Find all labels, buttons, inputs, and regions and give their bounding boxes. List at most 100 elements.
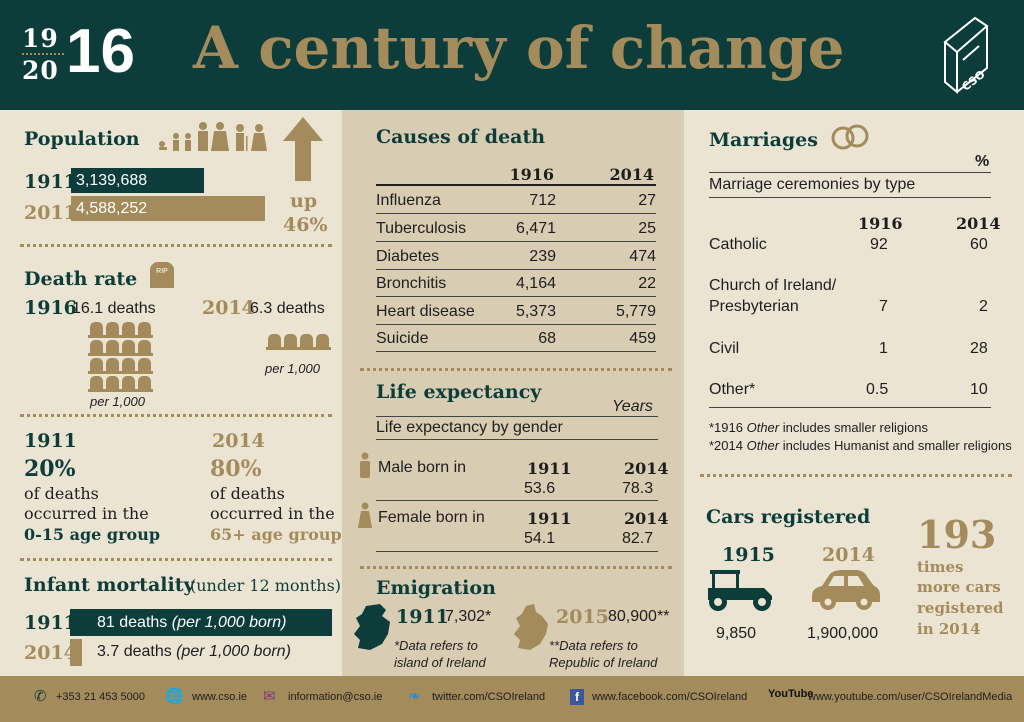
note-other: Other bbox=[746, 420, 780, 435]
age-pct-1911: 20% bbox=[24, 456, 76, 482]
footer-email-link[interactable]: information@cso.ie bbox=[288, 691, 383, 703]
cars-year-2014: 2014 bbox=[822, 544, 875, 566]
footer-facebook-link[interactable]: www.facebook.com/CSOIreland bbox=[592, 691, 748, 703]
cars-heading: Cars registered bbox=[706, 506, 871, 528]
globe-icon: 🌐 bbox=[165, 688, 184, 705]
death-rate-heading: Death rate bbox=[24, 268, 138, 290]
causes-heading: Causes of death bbox=[376, 126, 546, 148]
infant-subtitle: (under 12 months) bbox=[190, 576, 342, 595]
age-year-2014: 2014 bbox=[212, 430, 265, 452]
marriages-heading: Marriages bbox=[709, 129, 818, 151]
footer-website-link[interactable]: www.cso.ie bbox=[192, 691, 248, 703]
rings-icon bbox=[830, 120, 870, 157]
marriage-1916: 1 bbox=[879, 340, 888, 357]
table-row: Bronchitis 4,164 22 bbox=[376, 270, 656, 297]
footer-phone[interactable]: +353 21 453 5000 bbox=[56, 691, 146, 703]
emig-note-2a: **Data refers to bbox=[549, 638, 638, 653]
year-divider bbox=[22, 53, 64, 55]
cso-logo: CSO bbox=[935, 12, 995, 100]
cause-name: Heart disease bbox=[376, 303, 475, 320]
death-year-2014: 2014 bbox=[202, 297, 255, 319]
life-male-year-b: 2014 bbox=[624, 459, 669, 478]
marriage-1916: 7 bbox=[879, 298, 888, 315]
cause-1916: 6,471 bbox=[515, 220, 556, 237]
marriage-2014: 10 bbox=[970, 381, 988, 398]
footer-youtube-link[interactable]: www.youtube.com/user/CSOIrelandMedia bbox=[808, 691, 1013, 703]
infant-bar-2014 bbox=[70, 639, 82, 666]
cars-text-1: times bbox=[917, 558, 964, 576]
marriage-type: Church of Ireland/ bbox=[709, 277, 837, 294]
life-subtitle: Life expectancy by gender bbox=[376, 416, 658, 440]
section-divider bbox=[20, 244, 332, 247]
tombstones-2014 bbox=[266, 334, 342, 352]
pop-year-2011: 2011 bbox=[24, 202, 77, 224]
cause-2014: 27 bbox=[638, 192, 656, 209]
cause-1916: 4,164 bbox=[515, 275, 556, 292]
tombstones-1916 bbox=[88, 322, 164, 394]
infant-unit-1911: (per 1,000 born) bbox=[171, 614, 287, 631]
emig-note-1b: island of Ireland bbox=[394, 655, 486, 670]
emig-note-2b: Republic of Ireland bbox=[549, 655, 658, 670]
header-banner: 19 20 16 A century of change CSO bbox=[0, 0, 1024, 110]
life-unit: Years bbox=[612, 398, 653, 415]
age-group-1911: 0-15 age group bbox=[24, 525, 161, 544]
cause-2014: 5,779 bbox=[615, 303, 656, 320]
infant-year-1911: 1911 bbox=[24, 612, 77, 634]
pop-value-1911: 3,139,688 bbox=[76, 172, 148, 189]
pop-bar-2011 bbox=[71, 196, 265, 221]
cause-1916: 5,373 bbox=[515, 303, 556, 320]
cause-2014: 474 bbox=[629, 248, 656, 265]
marriage-type: Civil bbox=[709, 340, 740, 357]
pop-change-word: up bbox=[290, 190, 318, 212]
section-divider bbox=[700, 474, 1012, 477]
cause-1916: 239 bbox=[529, 248, 556, 265]
note-other: Other bbox=[746, 438, 780, 453]
cars-text-3: registered bbox=[917, 599, 1004, 617]
note-text: includes smaller religions bbox=[779, 420, 928, 435]
marriages-unit: % bbox=[975, 153, 990, 170]
cause-name: Bronchitis bbox=[376, 275, 447, 292]
cars-year-1915: 1915 bbox=[722, 544, 775, 566]
age-line2-2014: occurred in the bbox=[210, 504, 335, 523]
cause-2014: 25 bbox=[638, 220, 656, 237]
marriages-subtitle: Marriage ceremonies by type bbox=[709, 172, 991, 198]
emig-value-2015: 80,900** bbox=[608, 608, 670, 625]
emig-year-2015: 2015 bbox=[556, 606, 609, 628]
ireland-island-map-icon bbox=[352, 604, 392, 657]
section-divider bbox=[20, 558, 332, 561]
up-arrow-icon bbox=[283, 117, 323, 186]
youtube-icon: YouTube bbox=[768, 688, 813, 700]
infant-bar-1911 bbox=[70, 609, 332, 636]
cause-2014: 459 bbox=[629, 330, 656, 347]
age-line1-1911: of deaths bbox=[24, 484, 99, 503]
emig-note-1a: *Data refers to bbox=[394, 638, 478, 653]
table-row: Heart disease 5,373 5,779 bbox=[376, 298, 656, 325]
life-male-year-a: 1911 bbox=[527, 459, 572, 478]
age-group-2014: 65+ age group bbox=[210, 525, 342, 544]
marriage-type: Other* bbox=[709, 381, 756, 398]
marriage-type-line2: Presbyterian bbox=[709, 298, 799, 315]
infant-value-1911: 81 deaths bbox=[97, 614, 172, 631]
population-heading: Population bbox=[24, 128, 140, 150]
section-divider bbox=[20, 414, 332, 417]
modern-car-icon bbox=[810, 568, 882, 617]
infant-text-1911: 81 deaths (per 1,000 born) bbox=[97, 614, 286, 632]
female-icon bbox=[358, 502, 372, 533]
age-line1-2014: of deaths bbox=[210, 484, 285, 503]
life-female-year-b: 2014 bbox=[624, 509, 669, 528]
life-female-label: Female born in bbox=[378, 509, 485, 526]
infant-unit-2014: (per 1,000 born) bbox=[176, 643, 291, 660]
emigration-heading: Emigration bbox=[376, 577, 496, 599]
marriages-col-2014: 2014 bbox=[956, 214, 1001, 233]
cars-text-4: in 2014 bbox=[917, 620, 981, 638]
cars-value-1915: 9,850 bbox=[716, 625, 757, 642]
pop-value-2011: 4,588,252 bbox=[76, 200, 148, 217]
twitter-icon: ❧ bbox=[408, 688, 421, 705]
middle-column bbox=[342, 110, 684, 676]
footer-twitter-link[interactable]: twitter.com/CSOIreland bbox=[432, 691, 546, 703]
marriages-divider bbox=[709, 407, 991, 408]
cause-1916: 712 bbox=[529, 192, 556, 209]
infant-heading: Infant mortality bbox=[24, 574, 195, 596]
marriage-2014: 28 bbox=[970, 340, 988, 357]
email-icon: ✉ bbox=[263, 688, 276, 705]
